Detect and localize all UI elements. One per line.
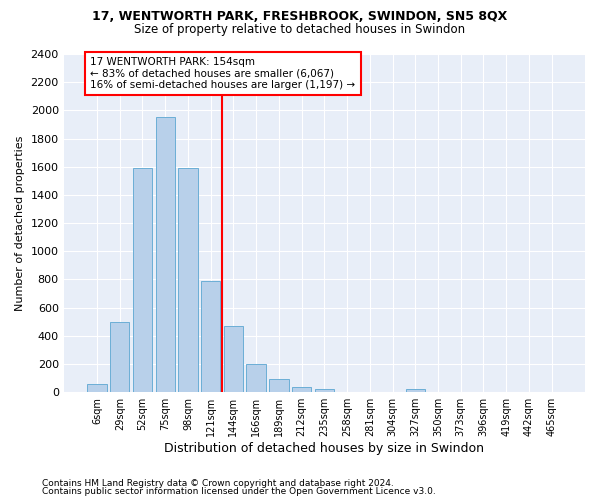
- Text: Contains HM Land Registry data © Crown copyright and database right 2024.: Contains HM Land Registry data © Crown c…: [42, 478, 394, 488]
- Text: 17, WENTWORTH PARK, FRESHBROOK, SWINDON, SN5 8QX: 17, WENTWORTH PARK, FRESHBROOK, SWINDON,…: [92, 10, 508, 23]
- Bar: [178, 168, 197, 392]
- Bar: [201, 281, 220, 392]
- Bar: [155, 118, 175, 392]
- Bar: [292, 388, 311, 392]
- Bar: [88, 384, 107, 392]
- Bar: [224, 326, 243, 392]
- X-axis label: Distribution of detached houses by size in Swindon: Distribution of detached houses by size …: [164, 442, 484, 455]
- Bar: [314, 388, 334, 392]
- Bar: [247, 364, 266, 392]
- Y-axis label: Number of detached properties: Number of detached properties: [15, 136, 25, 311]
- Bar: [269, 379, 289, 392]
- Bar: [406, 390, 425, 392]
- Text: 17 WENTWORTH PARK: 154sqm
← 83% of detached houses are smaller (6,067)
16% of se: 17 WENTWORTH PARK: 154sqm ← 83% of detac…: [90, 57, 355, 90]
- Text: Contains public sector information licensed under the Open Government Licence v3: Contains public sector information licen…: [42, 487, 436, 496]
- Text: Size of property relative to detached houses in Swindon: Size of property relative to detached ho…: [134, 22, 466, 36]
- Bar: [110, 322, 130, 392]
- Bar: [133, 168, 152, 392]
